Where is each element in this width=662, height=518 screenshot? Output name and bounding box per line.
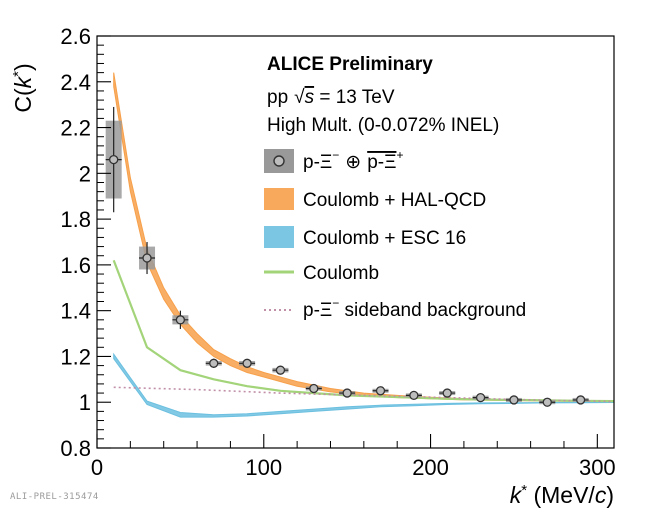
y-tick-label-4: 1.6 [60,253,91,278]
x-tick-label-0: 0 [91,455,103,480]
legend-energy-s: s [305,87,315,108]
data-point-5 [275,365,286,375]
data-point-3 [209,358,219,368]
legend-data-plus: + [396,148,403,162]
legend-sideband-rest: sideband background [339,300,526,321]
y-tick-label-0: 0.8 [60,436,91,461]
axes [96,35,615,449]
y-tick-label-1: 1 [79,390,91,415]
legend-title: ALICE Preliminary [267,54,433,75]
y-tick-label-9: 2.6 [60,24,91,49]
y-tick-label-7: 2.2 [60,116,91,141]
data-point-11 [475,392,486,403]
data-point-10 [442,388,452,398]
data-point-0 [109,154,119,165]
data-point-14 [575,395,586,405]
series-band-2 [113,352,615,418]
x-tick-label-2: 200 [412,455,449,480]
legend-multiplicity: High Mult. (0-0.072% INEL) [267,115,499,136]
legend-marker-data [264,149,294,173]
legend-label-esc16: Coulomb + ESC 16 [303,228,466,249]
y-axis-label-k: k [10,75,36,88]
data-point-7 [342,388,352,398]
plot-frame [96,35,615,449]
x-tick-label-1: 100 [245,455,282,480]
y-tick-label-8: 2.4 [60,70,91,95]
y-axis-label-close: ) [10,63,36,71]
legend-data-anti: p-Ξ [367,152,396,173]
legend-energy: pp √s = 13 TeV [267,87,395,108]
legend: ALICE Preliminary pp √s = 13 TeV High Mul… [264,54,526,321]
legend-label-data: p-Ξ− ⊕ p-Ξ+ [303,148,403,173]
data-point-9 [409,390,419,401]
legend-marker-esc16 [264,226,294,248]
x-tick-label-3: 300 [579,455,616,480]
x-axis-label-close: ) [606,482,614,508]
legend-data-oplus: ⊕ [345,152,361,173]
y-tick-label-3: 1.4 [60,299,91,324]
data-point-8 [375,386,386,396]
y-axis-label: C(k*) [10,63,36,112]
legend-energy-rest: = 13 TeV [314,87,395,108]
legend-data-minus: − [332,148,339,162]
legend-label-sideband: p-Ξ− sideband background [303,296,526,321]
x-axis-label-k: k [510,482,523,508]
x-axis-label: k* (MeV/c) [510,482,614,508]
data-point-6 [309,383,319,394]
legend-energy-pp: pp [267,87,288,108]
data-point-13 [542,397,552,407]
model-lines [112,259,615,403]
legend-data-p-xi: p-Ξ [303,152,332,173]
y-axis-label-star: * [10,71,27,77]
data-point-2 [175,315,186,325]
x-axis-label-c: c [595,482,607,508]
y-tick-label-6: 2 [79,161,91,186]
legend-energy-sqrt: √ [294,87,305,108]
data-points [105,106,589,407]
data-point-12 [509,395,519,405]
data-point-4 [242,358,252,368]
legend-sideband-p-xi: p-Ξ [303,300,332,321]
y-tick-label-5: 1.8 [60,207,91,232]
x-axis-label-star: * [521,482,527,499]
data-point-1 [142,253,152,263]
legend-label-coulomb: Coulomb [303,263,379,284]
tick-marks: 0.8 1 1.2 1.4 1.6 1.8 2 2.2 2.4 2.6 0 100 200 300 [60,24,615,480]
preliminary-id: ALI-PREL-315474 [10,492,99,502]
x-axis-label-unit: (MeV/ [527,482,595,508]
series-line-4 [113,386,615,403]
y-tick-label-2: 1.2 [60,344,91,369]
legend-marker-halqcd [264,188,294,210]
legend-sideband-minus: − [332,296,339,310]
y-axis-label-c: C( [10,88,36,113]
legend-label-halqcd: Coulomb + HAL-QCD [303,190,486,211]
